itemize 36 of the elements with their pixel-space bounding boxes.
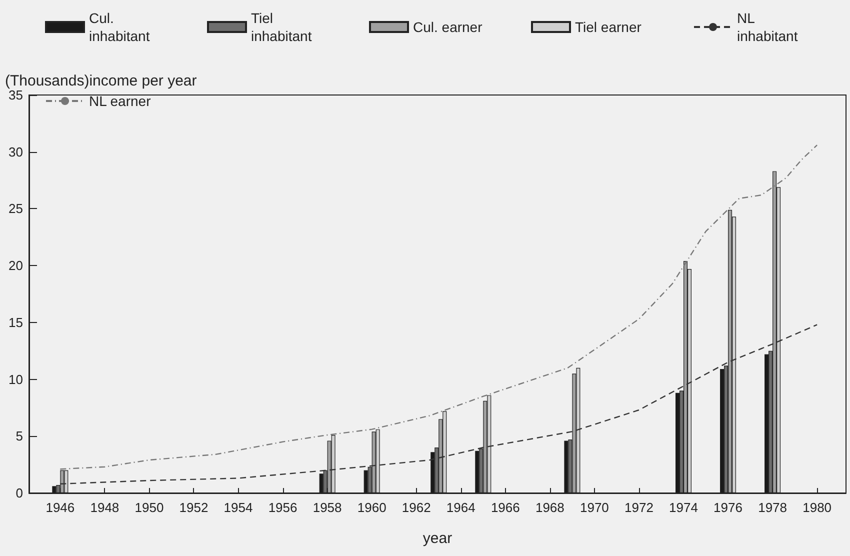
x-tick-label: 1970: [580, 500, 609, 515]
x-tick-label: 1966: [490, 500, 520, 515]
x-tick-label: 1962: [402, 500, 431, 515]
y-tick-label: 35: [8, 88, 23, 102]
y-tick-label: 15: [8, 314, 23, 330]
y-axis-title: (Thousands)income per year: [5, 72, 197, 90]
x-tick-label: 1952: [179, 500, 208, 515]
y-tick-label: 30: [8, 144, 23, 160]
line-series: [60, 144, 818, 470]
y-tick-label: 0: [16, 486, 23, 500]
x-tick-label: 1950: [134, 500, 164, 515]
x-tick-label: 1974: [669, 500, 698, 515]
x-tick-label: 1954: [224, 500, 253, 515]
x-tick-label: 1960: [357, 500, 386, 515]
legend-label: NL inhabitant: [737, 10, 798, 44]
x-tick-label: 1976: [714, 500, 742, 515]
legend-label: Tiel earner: [575, 19, 642, 35]
x-tick-label: 1968: [535, 500, 564, 515]
x-tick-label: 1964: [446, 500, 476, 515]
x-tick-label: 1948: [90, 500, 120, 515]
x-tick-label: 1956: [268, 500, 298, 515]
x-tick-label: 1978: [758, 500, 787, 515]
legend-label: NL earner: [89, 93, 152, 109]
legend-label: Tiel inhabitant: [251, 10, 312, 44]
y-tick-label: 10: [8, 372, 23, 387]
y-tick-label: 25: [8, 201, 23, 216]
y-tick-label: 5: [16, 428, 23, 444]
x-tick-label: 1972: [624, 500, 654, 515]
x-axis-title: year: [422, 530, 452, 547]
line-series: [60, 324, 818, 485]
legend-label: Cul. inhabitant: [89, 10, 150, 44]
x-tick-label: 1958: [312, 500, 342, 515]
y-tick-label: 20: [8, 258, 23, 274]
x-tick-label: 1980: [802, 500, 832, 515]
legend-label: Cul. earner: [413, 19, 483, 35]
x-tick-label: 1946: [46, 500, 75, 515]
